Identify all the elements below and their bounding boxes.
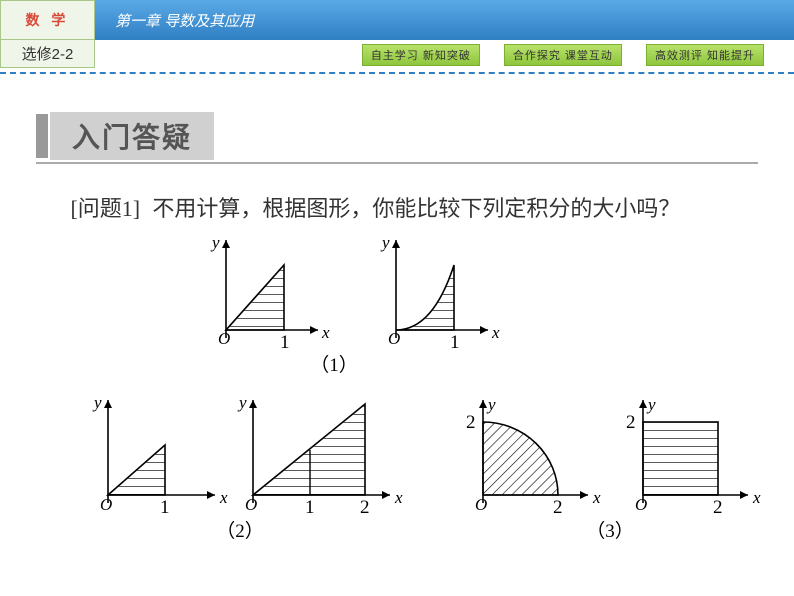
y-label: y (380, 233, 390, 252)
chapter-title: 第一章 导数及其应用 (95, 0, 794, 40)
caption-3: （3） (540, 514, 680, 543)
tick-2x: 2 (553, 497, 563, 515)
y-label: y (92, 393, 102, 412)
x-label: x (321, 323, 330, 342)
y-label: y (210, 233, 220, 252)
nav-assessment[interactable]: 高效测评 知能提升 (646, 44, 764, 66)
nav-row: 自主学习 新知突破 合作探究 课堂互动 高效测评 知能提升 (0, 40, 794, 74)
caption-1: （1） (264, 348, 404, 377)
fig-1a: O 1 x y (188, 230, 338, 350)
fig-2a: O 1 x y (70, 390, 230, 515)
x-label: x (592, 488, 601, 507)
title-text: 入门答疑 (50, 112, 214, 160)
nav-self-study[interactable]: 自主学习 新知突破 (362, 44, 480, 66)
question-text: 不用计算，根据图形，你能比较下列定积分的大小吗？ (152, 196, 680, 221)
y-label: y (646, 395, 656, 414)
tick-1: 1 (305, 497, 315, 515)
tick-1: 1 (160, 497, 170, 515)
tick-2x: 2 (713, 497, 723, 515)
y-label: y (486, 395, 496, 414)
origin-label: O (635, 495, 647, 514)
origin-label: O (245, 495, 257, 514)
y-label: y (237, 393, 247, 412)
tick-2y: 2 (626, 412, 636, 433)
fig-3a: O 2 2 x y (448, 390, 603, 515)
origin-label: O (218, 329, 230, 348)
fig-2b: O 1 2 x y (215, 390, 405, 515)
tick-1: 1 (450, 332, 460, 350)
x-label: x (752, 488, 761, 507)
fig-3b: O 2 2 x y (608, 390, 763, 515)
fig-1b: O 1 x y (358, 230, 508, 350)
section-title: 入门答疑 (36, 112, 794, 160)
nav-cooperate[interactable]: 合作探究 课堂互动 (504, 44, 622, 66)
question-block: [问题1] 不用计算，根据图形，你能比较下列定积分的大小吗？ (46, 186, 748, 232)
origin-label: O (475, 495, 487, 514)
question-label: [问题1] (70, 196, 140, 221)
origin-label: O (388, 329, 400, 348)
subject-label: 数 学 (26, 10, 70, 30)
book-label: 选修2-2 (0, 40, 95, 68)
x-label: x (491, 323, 500, 342)
title-accent (36, 114, 48, 158)
origin-label: O (100, 495, 112, 514)
tick-2y: 2 (466, 412, 476, 433)
title-underline (36, 162, 758, 164)
x-label: x (394, 488, 403, 507)
subject-box: 数 学 (0, 0, 95, 40)
tick-2: 2 (360, 497, 370, 515)
caption-2: （2） (170, 514, 310, 543)
